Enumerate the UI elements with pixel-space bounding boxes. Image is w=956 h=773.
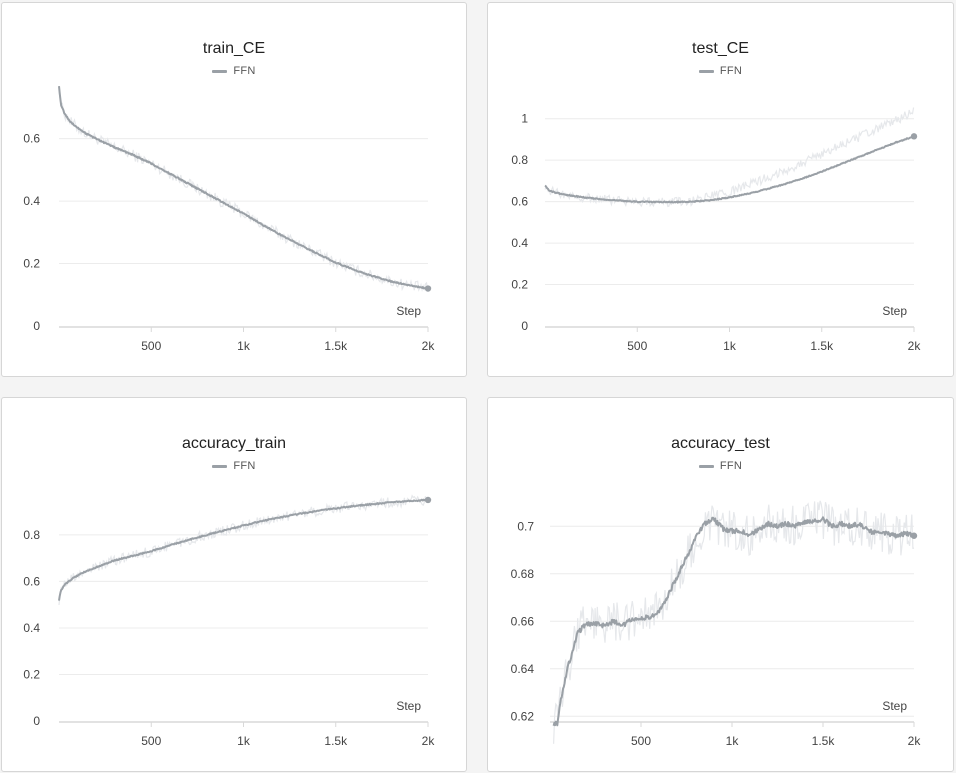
x-axis-label: Step — [882, 304, 907, 318]
y-tick-label: 0.68 — [511, 567, 535, 581]
chart-svg: 0 0.2 0.4 0.6 0.8 1 500 1k 1.5k 2k Step — [511, 107, 922, 353]
chart-svg: 0 0.2 0.4 0.6 0.8 500 1k 1.5k 2k Step — [23, 494, 436, 748]
x-tick-label: 1k — [723, 339, 737, 353]
y-tick-label: 0.2 — [511, 278, 528, 292]
chart-title: accuracy_test — [671, 435, 770, 452]
chart-legend: FFN — [488, 460, 953, 472]
x-axis-label: Step — [882, 699, 907, 713]
chart-title: accuracy_train — [181, 435, 287, 452]
x-tick-label: 1.5k — [324, 339, 348, 353]
series-end-point — [910, 133, 918, 140]
chart-svg: 0 0.2 0.4 0.6 500 1k 1.5k 2k Step — [23, 86, 436, 353]
series-line-ffn — [58, 86, 429, 290]
x-tick-label: 1.5k — [812, 734, 836, 748]
x-tick-label: 500 — [627, 339, 647, 353]
y-tick-label: 0.64 — [511, 662, 535, 676]
y-tick-label: 0 — [33, 319, 40, 333]
chart-legend: FFN — [2, 460, 466, 472]
y-tick-label: 0.4 — [511, 236, 528, 250]
legend-label: FFN — [233, 460, 256, 472]
y-tick-label: 0.6 — [511, 195, 528, 209]
chart-panel-accuracy-test[interactable]: 0.62 0.64 0.66 0.68 0.7 500 1k 1.5k 2k Step accur… — [487, 397, 954, 772]
y-tick-label: 0.4 — [23, 621, 40, 635]
raw-series-line — [553, 500, 915, 744]
series-line-ffn — [544, 135, 915, 204]
y-tick-label: 0.2 — [23, 257, 40, 271]
y-tick-label: 0.2 — [23, 667, 40, 681]
series-end-point — [424, 285, 432, 292]
x-axis-label: Step — [396, 699, 421, 713]
x-tick-label: 1.5k — [324, 734, 348, 748]
x-tick-label: 1k — [726, 734, 740, 748]
x-tick-label: 2k — [908, 339, 922, 353]
legend-swatch — [212, 69, 228, 73]
legend-swatch — [212, 464, 228, 468]
y-tick-label: 1 — [521, 112, 528, 126]
x-tick-label: 1k — [237, 734, 251, 748]
series-line-ffn — [58, 498, 429, 601]
raw-series-line — [58, 494, 429, 606]
legend-label: FFN — [719, 65, 743, 77]
series-end-point — [424, 496, 432, 504]
legend-swatch — [698, 464, 714, 468]
y-tick-label: 0.62 — [511, 709, 535, 723]
legend-label: FFN — [719, 460, 743, 472]
chart-legend: FFN — [488, 65, 953, 77]
x-tick-label: 500 — [141, 339, 161, 353]
x-axis-label: Step — [396, 304, 421, 318]
chart-panel-test-ce[interactable]: 0 0.2 0.4 0.6 0.8 1 500 1k 1.5k 2k Step test_CE FF… — [487, 2, 954, 377]
series-end-point — [910, 532, 918, 539]
y-tick-label: 0 — [33, 714, 40, 728]
y-tick-label: 0.8 — [511, 153, 528, 167]
y-tick-label: 0.8 — [23, 528, 40, 542]
chart-title: train_CE — [202, 40, 266, 57]
legend-label: FFN — [233, 65, 256, 77]
chart-svg: 0.62 0.64 0.66 0.68 0.7 500 1k 1.5k 2k Step — [511, 500, 922, 748]
y-tick-label: 0.6 — [23, 574, 40, 588]
chart-panel-accuracy-train[interactable]: 0 0.2 0.4 0.6 0.8 500 1k 1.5k 2k Step accuracy_tr… — [1, 397, 467, 772]
y-tick-label: 0.7 — [517, 519, 534, 533]
x-tick-label: 2k — [908, 734, 922, 748]
x-tick-label: 2k — [422, 339, 436, 353]
legend-swatch — [698, 69, 714, 73]
raw-series-line — [58, 90, 429, 292]
y-tick-label: 0.66 — [511, 614, 535, 628]
x-tick-label: 500 — [631, 734, 651, 748]
x-tick-label: 500 — [141, 734, 161, 748]
y-tick-label: 0.6 — [23, 132, 40, 146]
y-tick-label: 0 — [521, 319, 528, 333]
series-line-ffn — [552, 516, 915, 727]
chart-panel-train-ce[interactable]: 0 0.2 0.4 0.6 500 1k 1.5k 2k Step train_CE FFN — [1, 2, 467, 377]
y-tick-label: 0.4 — [23, 194, 40, 208]
x-tick-label: 1.5k — [810, 339, 834, 353]
chart-legend: FFN — [2, 65, 466, 77]
x-tick-label: 2k — [422, 734, 436, 748]
x-tick-label: 1k — [237, 339, 251, 353]
chart-title: test_CE — [692, 40, 749, 57]
